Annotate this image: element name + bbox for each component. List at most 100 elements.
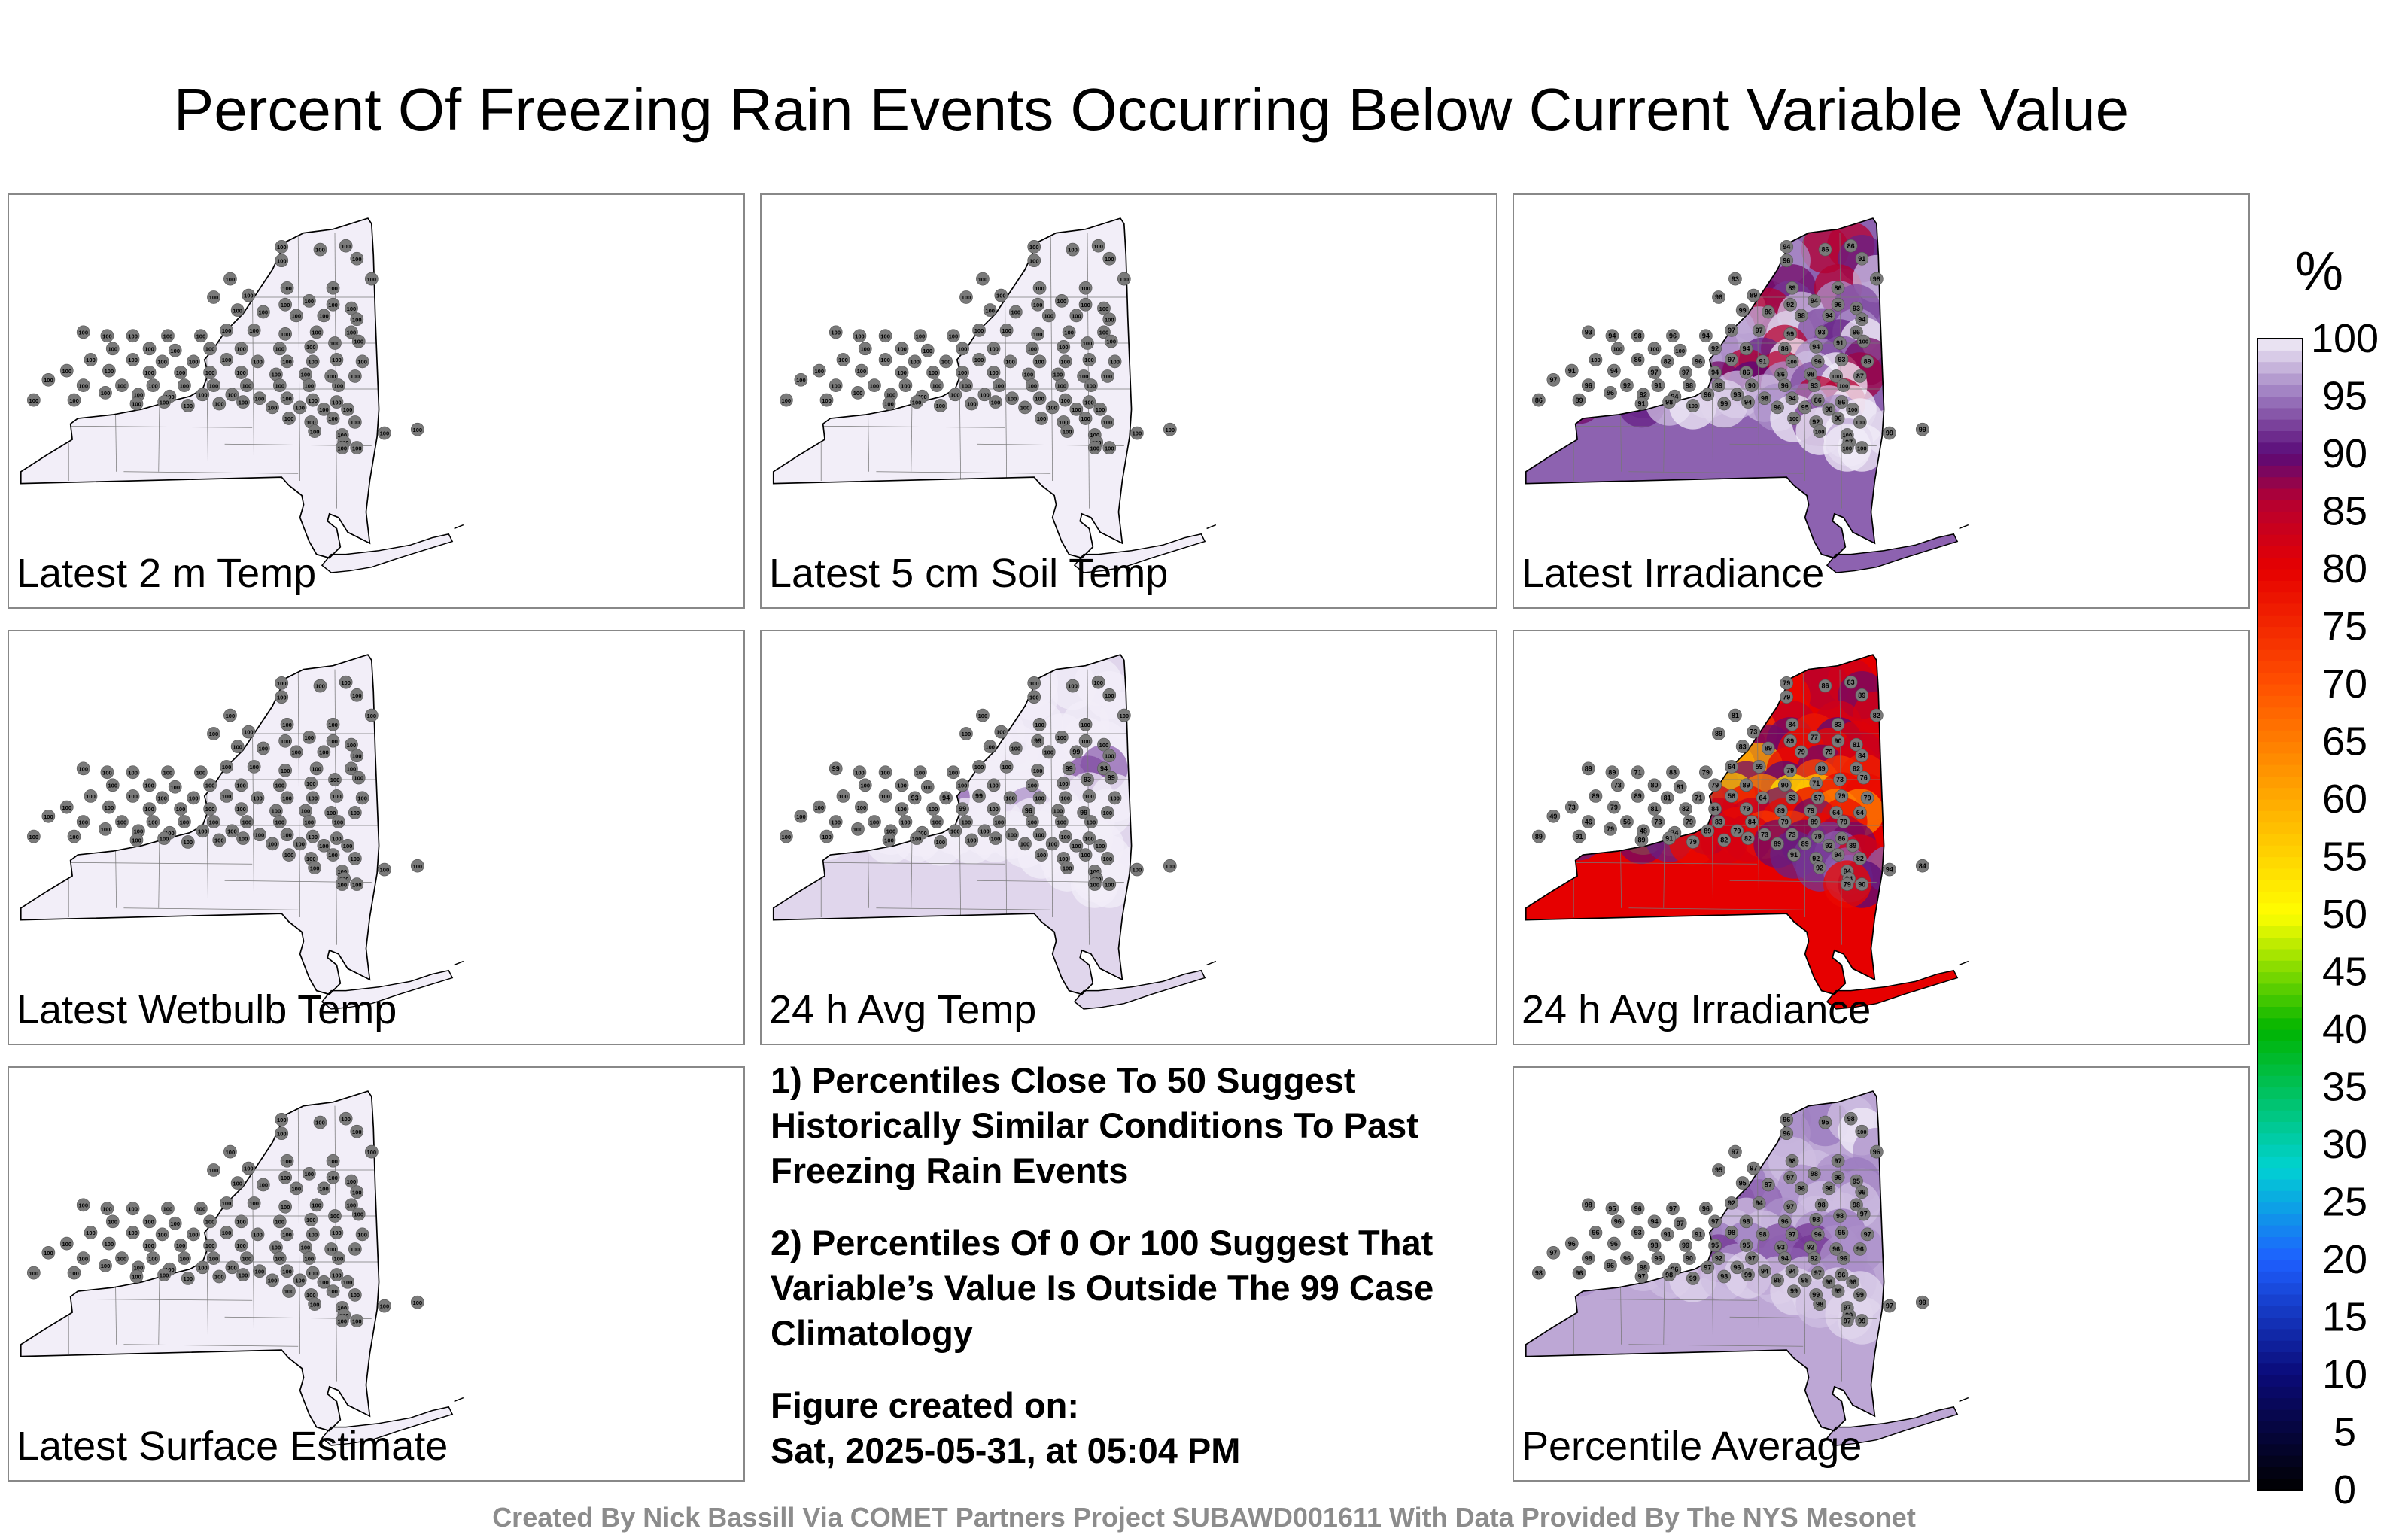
station-value: 96 — [1669, 332, 1677, 339]
station-value: 100 — [860, 345, 870, 352]
station-marker — [895, 778, 909, 792]
station-value: 100 — [284, 415, 294, 422]
station-marker — [351, 771, 366, 785]
station-marker — [1041, 745, 1056, 759]
station-value: 100 — [1105, 316, 1114, 323]
station-marker — [1811, 1227, 1825, 1242]
station-value: 100 — [308, 795, 318, 802]
station-marker — [829, 325, 843, 339]
station-marker — [1069, 745, 1084, 759]
station-value: 100 — [282, 285, 292, 292]
station-value: 100 — [295, 405, 305, 412]
station-marker — [1833, 1209, 1847, 1223]
station-value: 100 — [1084, 399, 1094, 406]
station-value: 79 — [1864, 795, 1871, 802]
colorbar-band — [2258, 672, 2303, 685]
station-marker — [939, 791, 953, 805]
colorbar-band — [2258, 637, 2303, 650]
station-value: 100 — [69, 1270, 79, 1277]
figure-title: Percent Of Freezing Rain Events Occurrin… — [173, 76, 2130, 143]
station-value: 100 — [144, 1218, 154, 1225]
colorbar-tick-label: 50 — [2322, 892, 2367, 937]
panel-label: 24 h Avg Irradiance — [1522, 987, 1871, 1032]
station-marker — [1717, 833, 1732, 847]
county-line — [1050, 233, 1054, 482]
station-value: 100 — [936, 403, 946, 409]
station-value: 98 — [1825, 406, 1832, 413]
station-marker — [836, 789, 850, 803]
station-value: 100 — [991, 835, 1001, 842]
station-marker — [1564, 800, 1579, 814]
station-marker — [895, 802, 909, 816]
station-value: 79 — [1783, 679, 1790, 687]
station-value: 100 — [226, 276, 236, 283]
note-1: 1) Percentiles Close To 50 Suggest Histo… — [771, 1060, 1418, 1190]
colorbar-band — [2258, 407, 2303, 420]
station-marker — [341, 402, 354, 416]
station-marker — [1780, 240, 1794, 254]
station-value: 100 — [144, 806, 154, 813]
station-marker — [1717, 1269, 1732, 1284]
station-marker — [230, 740, 245, 753]
station-value: 79 — [1786, 767, 1794, 774]
station-marker — [280, 1264, 294, 1278]
station-marker — [328, 1209, 342, 1223]
colorbar-band — [2258, 833, 2303, 846]
station-value: 96 — [1835, 415, 1842, 422]
island-dash — [1206, 524, 1217, 530]
station-value: 100 — [1103, 856, 1113, 862]
station-marker — [1604, 1259, 1617, 1272]
station-marker — [272, 778, 287, 792]
station-value: 100 — [343, 1279, 353, 1286]
station-value: 100 — [916, 769, 926, 776]
colorbar-band — [2258, 430, 2303, 443]
station-value: 94 — [1671, 393, 1678, 400]
station-value: 99 — [1720, 400, 1728, 408]
station-value: 100 — [205, 345, 215, 352]
station-value: 96 — [1814, 358, 1822, 366]
station-value: 100 — [995, 382, 1005, 389]
station-marker — [272, 378, 287, 392]
state-fill — [20, 655, 379, 995]
station-value: 100 — [282, 795, 292, 802]
colorbar-band — [2258, 1225, 2303, 1237]
station-value: 74 — [1671, 829, 1678, 837]
station-value: 79 — [1781, 818, 1789, 825]
station-marker — [142, 778, 157, 792]
station-value: 92 — [1623, 381, 1631, 389]
station-value: 100 — [233, 743, 242, 750]
station-marker — [1725, 1196, 1738, 1210]
station-value: 100 — [929, 369, 938, 376]
station-marker — [1078, 848, 1093, 862]
station-value: 100 — [1068, 247, 1078, 254]
station-value: 100 — [1064, 330, 1074, 336]
station-marker — [330, 1268, 344, 1281]
station-marker — [207, 378, 220, 392]
station-marker — [280, 791, 294, 805]
station-marker — [102, 800, 116, 814]
station-marker — [987, 802, 1001, 816]
station-marker — [1840, 877, 1854, 891]
station-marker — [410, 422, 424, 436]
station-value: 100 — [281, 738, 290, 745]
station-value: 81 — [1732, 712, 1739, 719]
station-marker — [293, 400, 307, 415]
station-value: 100 — [330, 777, 340, 783]
panel-latest-wetbulb-temp: 100 100 100 100 100 100 100 100 100 100 100 100 100 1… — [8, 630, 745, 1045]
station-value: 100 — [198, 1264, 208, 1271]
station-marker — [1837, 1251, 1850, 1265]
station-marker — [236, 1268, 250, 1281]
station-value: 96 — [1853, 329, 1860, 336]
station-value: 93 — [1811, 381, 1818, 389]
station-marker — [1818, 242, 1832, 257]
station-marker — [1163, 859, 1177, 873]
station-value: 95 — [1711, 1242, 1719, 1249]
station-value: 96 — [1783, 1129, 1790, 1137]
station-value: 83 — [1847, 679, 1855, 686]
station-marker — [1739, 802, 1753, 816]
station-value: 100 — [209, 1167, 219, 1174]
station-marker — [105, 1214, 120, 1229]
station-marker — [1811, 354, 1825, 369]
station-marker — [1708, 366, 1722, 379]
station-value: 100 — [1166, 427, 1175, 433]
